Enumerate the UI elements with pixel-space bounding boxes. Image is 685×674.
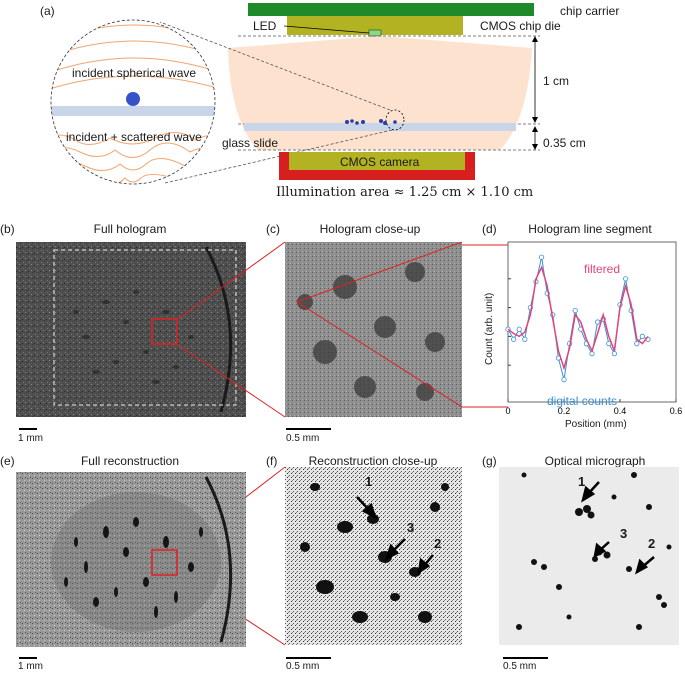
panel-b-letter: (b) [0, 222, 15, 236]
panel-f-letter: (f) [266, 454, 278, 468]
illumination-cone [228, 36, 532, 150]
led [368, 29, 382, 37]
data-point [538, 254, 545, 260]
chip-carrier [248, 3, 534, 16]
x-tick-label: 0.6 [670, 406, 682, 416]
scale-bar-b [19, 428, 37, 430]
panel-e-letter: (e) [0, 454, 15, 468]
x-tick-label: 0.2 [558, 406, 571, 416]
series-filtered [507, 265, 649, 371]
panel-g-letter: (g) [482, 454, 497, 468]
scale-bar-g [503, 657, 548, 659]
magnified-view [50, 19, 216, 185]
marker-f-1: 1 [365, 474, 373, 489]
scale-label-b: 1 mm [18, 433, 43, 444]
zoom-box-b [151, 318, 178, 345]
glass-slide-label: glass slide [222, 136, 279, 150]
data-point [561, 377, 567, 383]
scale-label-g: 0.5 mm [503, 661, 537, 672]
data-point [522, 336, 528, 342]
data-point [510, 336, 517, 342]
led-label: LED [253, 19, 277, 33]
panel-g-title: Optical micrograph [544, 454, 646, 468]
full-reconstruction-image [16, 472, 246, 647]
panel-f-title: Reconstruction close-up [308, 454, 438, 468]
distance-2-label: 0.35 cm [543, 136, 586, 150]
line-segment-chart: 0 0.2 0.4 0.6 [505, 241, 682, 416]
cmos-camera [289, 152, 465, 170]
glass-slide [244, 123, 516, 131]
series-digital-counts [507, 257, 649, 380]
legend-digital-counts: digital counts [547, 394, 618, 408]
scale-bar-e [19, 657, 37, 659]
scale-bar-c [286, 428, 331, 430]
particles [345, 119, 397, 125]
panel-a-letter: (a) [40, 4, 55, 18]
panel-d-title: Hologram line segment [528, 222, 652, 236]
scale-bar-f [286, 657, 331, 659]
scale-label-f: 0.5 mm [286, 661, 320, 672]
scale-label-e: 1 mm [18, 661, 43, 672]
marker-g-1: 1 [578, 474, 586, 489]
panel-c-letter: (c) [266, 222, 280, 236]
panel-b-title: Full hologram [93, 222, 167, 236]
full-hologram-image [16, 242, 246, 417]
panel-d-letter: (d) [482, 222, 497, 236]
marker-g-3: 3 [620, 526, 628, 541]
data-point [634, 341, 640, 347]
x-tick-label: 0 [505, 406, 510, 416]
scale-label-c: 0.5 mm [286, 433, 320, 444]
marker-f-2: 2 [434, 536, 442, 551]
marker-f-3: 3 [407, 520, 415, 535]
data-point [516, 326, 522, 332]
legend-filtered: filtered [584, 262, 621, 276]
data-point [595, 319, 601, 325]
camera-label: CMOS camera [340, 155, 420, 169]
data-point [611, 351, 617, 357]
setup-diagram [50, 3, 540, 185]
distance-1-label: 1 cm [543, 74, 570, 88]
incident-wave-label: incident spherical wave [72, 66, 197, 80]
x-tick-label: 0.4 [614, 406, 627, 416]
plot-frame [507, 241, 677, 403]
data-point [623, 276, 629, 282]
panel-c-title: Hologram close-up [319, 222, 421, 236]
chart-xlabel: Position (mm) [565, 419, 627, 430]
chart-ylabel: Count (arb. unit) [484, 292, 495, 365]
cmos-die-label: CMOS chip die [480, 19, 561, 33]
reconstruction-closeup-image [285, 467, 462, 645]
marker-g-2: 2 [648, 536, 656, 551]
data-point [639, 333, 645, 340]
chip-carrier-label: chip carrier [560, 4, 620, 18]
data-point [572, 307, 578, 314]
zoom-box-e [151, 549, 178, 576]
illumination-area-label: Illumination area ≈ 1.25 cm × 1.10 cm [276, 185, 534, 200]
panel-e-title: Full reconstruction [80, 454, 180, 468]
hologram-closeup-image [285, 242, 462, 417]
optical-micrograph-image [499, 467, 679, 645]
scattered-wave-label: incident + scattered wave [66, 130, 202, 144]
